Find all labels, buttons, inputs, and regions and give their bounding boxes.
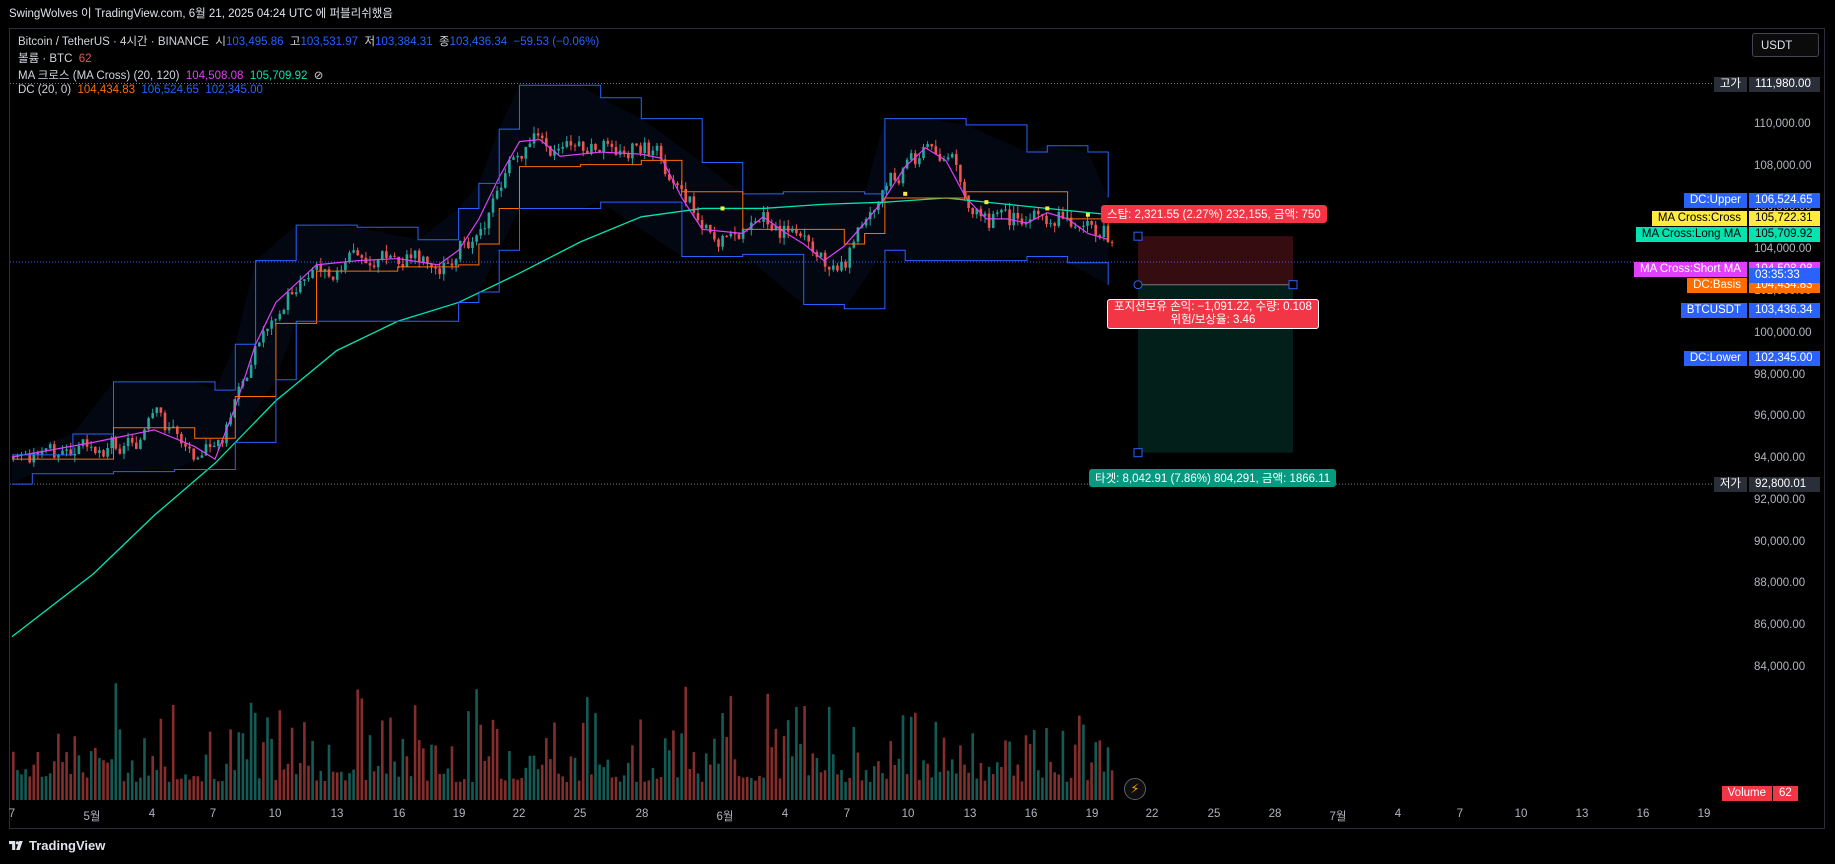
- open-label: 시: [215, 36, 226, 48]
- hidden-toggle-icon[interactable]: ⊘: [313, 70, 324, 82]
- ma-cross-label: MA 크로스 (MA Cross) (20, 120): [18, 70, 180, 82]
- dc-label: DC (20, 0): [18, 84, 72, 96]
- stop-loss-label[interactable]: 스탑: 2,321.55 (2.27%) 232,155, 금액: 750: [1101, 205, 1327, 224]
- axis-tag-2-label: MA Cross:Long MA: [1635, 227, 1747, 242]
- time-tick: 13: [1575, 808, 1589, 820]
- price-tick: 100,000.00: [1754, 326, 1812, 339]
- high-label: 고: [289, 36, 301, 48]
- time-tick: 7: [843, 808, 851, 820]
- price-tick: 98,000.00: [1754, 368, 1806, 381]
- publish-caption: SwingWolves 이 TradingView.com, 6월 21, 20…: [0, 0, 1835, 28]
- position-pnl-line1: 포지션보유 손익: −1,091.22, 수량: 0.108: [1114, 300, 1312, 313]
- axis-tag-5-label: BTCUSDT: [1680, 303, 1747, 318]
- time-tick: 6월: [716, 811, 734, 823]
- open-value: 103,495.86: [225, 36, 284, 48]
- lightning-icon[interactable]: ⚡: [1124, 778, 1146, 800]
- ma-short-value: 104,508.08: [185, 70, 244, 82]
- price-tick: 94,000.00: [1754, 452, 1806, 465]
- price-tick: 92,000.00: [1754, 493, 1806, 506]
- low-tag-value: 92,800.01: [1749, 477, 1820, 493]
- time-tick: 25: [1207, 808, 1221, 820]
- dc-upper-value: 106,524.65: [141, 84, 199, 96]
- price-tick: 90,000.00: [1754, 535, 1806, 548]
- axis-tag-2-value: 105,709.92: [1749, 227, 1820, 242]
- take-profit-label[interactable]: 타겟: 8,042.91 (7.86%) 804,291, 금액: 1866.1…: [1089, 468, 1337, 487]
- time-tick: 7: [209, 808, 217, 820]
- volume-legend[interactable]: 볼륨 · BTC 62: [18, 50, 92, 66]
- bottom-bar: [0, 829, 1835, 864]
- time-tick: 19: [452, 808, 466, 820]
- high-tag-label: 고가: [1713, 76, 1747, 92]
- time-tick: 25: [573, 808, 587, 820]
- low-label: 저: [364, 36, 376, 48]
- low-tag-label: 저가: [1713, 477, 1747, 493]
- time-tick: 28: [1268, 808, 1282, 820]
- axis-tag-1-value: 105,722.31: [1749, 211, 1820, 226]
- time-tick: 19: [1697, 808, 1711, 820]
- time-tick: 16: [392, 808, 406, 820]
- price-tick: 108,000.00: [1754, 159, 1812, 172]
- time-tick: 5월: [83, 811, 101, 823]
- price-tick: 96,000.00: [1754, 410, 1806, 423]
- axis-tag-3-label: MA Cross:Short MA: [1634, 262, 1747, 277]
- high-value: 103,531.97: [300, 36, 359, 48]
- time-tick: 7월: [1329, 811, 1347, 823]
- time-tick: 22: [512, 808, 526, 820]
- high-tag-value: 111,980.00: [1749, 76, 1820, 92]
- ma-cross-legend[interactable]: MA 크로스 (MA Cross) (20, 120) 104,508.08 1…: [18, 67, 323, 83]
- close-label: 종: [438, 36, 450, 48]
- time-tick: 7: [1456, 808, 1464, 820]
- dc-basis-value: 104,434.83: [77, 84, 135, 96]
- price-tick: 86,000.00: [1754, 619, 1806, 632]
- time-tick: 28: [635, 808, 649, 820]
- tradingview-logo[interactable]: TradingView: [9, 838, 105, 853]
- chart-frame: [9, 28, 1825, 829]
- axis-tag-1-label: MA Cross:Cross: [1651, 211, 1747, 226]
- volume-legend-label: 볼륨 · BTC: [18, 53, 73, 65]
- currency-button[interactable]: USDT: [1752, 33, 1819, 57]
- axis-tag-6-label: DC:Lower: [1683, 351, 1747, 366]
- time-tick: 19: [1085, 808, 1099, 820]
- ma-long-value: 105,709.92: [249, 70, 308, 82]
- axis-tag-5-value: 103,436.34: [1749, 303, 1820, 318]
- time-tick: 7: [8, 808, 16, 820]
- time-tick: 16: [1024, 808, 1038, 820]
- time-tick: 10: [1514, 808, 1528, 820]
- tradingview-mark-icon: [9, 841, 23, 850]
- symbol-title[interactable]: Bitcoin / TetherUS · 4시간 · BINANCE: [18, 36, 209, 48]
- time-tick: 10: [901, 808, 915, 820]
- bar-countdown: 03:35:33: [1749, 267, 1820, 283]
- low-value: 103,384.31: [375, 36, 433, 48]
- tradingview-logo-text: TradingView: [29, 838, 106, 853]
- volume-axis-label: Volume: [1721, 786, 1772, 801]
- change-value: −59.53 (−0.06%): [513, 36, 600, 48]
- time-tick: 4: [1394, 808, 1402, 820]
- symbol-legend: Bitcoin / TetherUS · 4시간 · BINANCE 시103,…: [18, 33, 599, 49]
- axis-tag-0-label: DC:Upper: [1683, 193, 1747, 208]
- time-tick: 13: [330, 808, 344, 820]
- time-tick: 16: [1636, 808, 1650, 820]
- time-tick: 10: [268, 808, 282, 820]
- price-tick: 104,000.00: [1754, 243, 1812, 256]
- volume-legend-value: 62: [78, 53, 92, 65]
- position-pnl-label[interactable]: 포지션보유 손익: −1,091.22, 수량: 0.108 위험/보상율: 3…: [1107, 298, 1319, 329]
- close-value: 103,436.34: [449, 36, 508, 48]
- time-tick: 13: [963, 808, 977, 820]
- price-tick: 88,000.00: [1754, 577, 1806, 590]
- time-tick: 4: [781, 808, 789, 820]
- dc-legend[interactable]: DC (20, 0) 104,434.83 106,524.65 102,345…: [18, 84, 263, 96]
- axis-tag-4-label: DC:Basis: [1687, 278, 1747, 293]
- time-tick: 4: [148, 808, 156, 820]
- dc-lower-value: 102,345.00: [205, 84, 263, 96]
- volume-axis-value: 62: [1773, 786, 1798, 801]
- position-risk-reward: 위험/보상율: 3.46: [1170, 313, 1256, 326]
- time-tick: 22: [1145, 808, 1159, 820]
- price-tick: 84,000.00: [1754, 661, 1806, 673]
- axis-tag-0-value: 106,524.65: [1749, 193, 1820, 208]
- axis-tag-6-value: 102,345.00: [1749, 351, 1820, 366]
- price-tick: 110,000.00: [1754, 117, 1811, 130]
